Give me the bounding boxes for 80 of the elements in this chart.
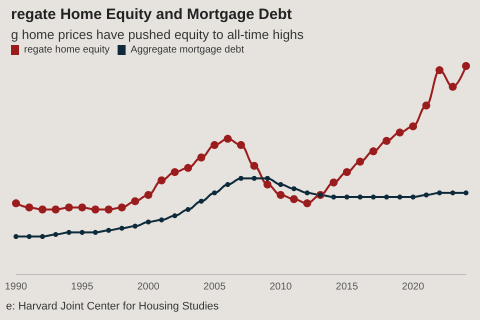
point <box>210 141 219 150</box>
point <box>225 182 230 188</box>
legend-label: Aggregate mortgage debt <box>130 44 244 56</box>
point <box>38 206 46 214</box>
point <box>224 134 232 143</box>
point <box>197 154 206 162</box>
point <box>462 62 470 70</box>
point <box>52 206 60 214</box>
point <box>26 234 32 240</box>
x-tick-label: 1995 <box>71 282 94 292</box>
point <box>12 199 20 208</box>
point <box>397 194 402 200</box>
point <box>448 82 457 91</box>
point <box>53 232 58 237</box>
point <box>119 226 124 231</box>
point <box>384 194 390 200</box>
x-tick-label: 2005 <box>203 282 226 292</box>
x-tick-label: 2010 <box>270 282 292 292</box>
point <box>344 194 350 200</box>
point <box>237 141 245 150</box>
point <box>186 207 191 212</box>
point <box>64 203 73 212</box>
legend-label: regate home equity <box>24 44 110 56</box>
x-tick-label: 2000 <box>137 282 160 292</box>
point <box>172 213 178 218</box>
point <box>304 190 310 196</box>
x-tick-label: 1990 <box>4 282 28 292</box>
point <box>118 203 126 212</box>
point <box>25 203 34 212</box>
point <box>212 190 218 196</box>
point <box>382 136 391 145</box>
point <box>358 194 363 200</box>
point <box>263 180 272 189</box>
point <box>436 66 444 74</box>
point <box>184 164 192 172</box>
point <box>238 176 244 181</box>
point <box>170 168 179 176</box>
point <box>410 194 416 200</box>
point <box>159 217 164 222</box>
point <box>370 194 376 200</box>
point <box>278 182 284 188</box>
x-tick-label: 2015 <box>336 282 358 292</box>
point <box>106 228 112 233</box>
point <box>198 198 204 204</box>
point <box>132 224 138 229</box>
point <box>276 190 285 199</box>
point <box>252 176 257 181</box>
point <box>158 176 166 184</box>
point <box>424 192 429 198</box>
point <box>66 230 72 235</box>
chart-title: regate Home Equity and Mortgage Debt <box>11 6 292 23</box>
point <box>330 178 338 186</box>
point <box>396 128 404 137</box>
point <box>146 220 151 224</box>
point <box>264 176 270 181</box>
point <box>250 162 258 170</box>
point <box>303 199 312 208</box>
point <box>331 194 336 200</box>
point <box>369 147 378 156</box>
x-tick-label: 2020 <box>402 282 425 292</box>
point <box>450 190 456 196</box>
point <box>422 102 430 110</box>
point <box>104 206 113 214</box>
chart-subtitle: g home prices have pushed equity to all-time highs <box>11 27 304 42</box>
point <box>342 168 351 176</box>
text: e: Harvard Joint Center for Housing Studies <box>6 300 220 312</box>
point <box>78 203 86 212</box>
point <box>409 122 418 130</box>
point <box>14 234 18 240</box>
point <box>356 158 364 166</box>
point <box>291 186 296 192</box>
point <box>80 230 85 235</box>
point <box>464 190 468 196</box>
point <box>40 234 45 240</box>
point <box>92 230 98 235</box>
point <box>144 190 152 199</box>
point <box>290 195 298 204</box>
point <box>91 206 100 214</box>
point <box>131 197 140 206</box>
point <box>437 190 442 196</box>
